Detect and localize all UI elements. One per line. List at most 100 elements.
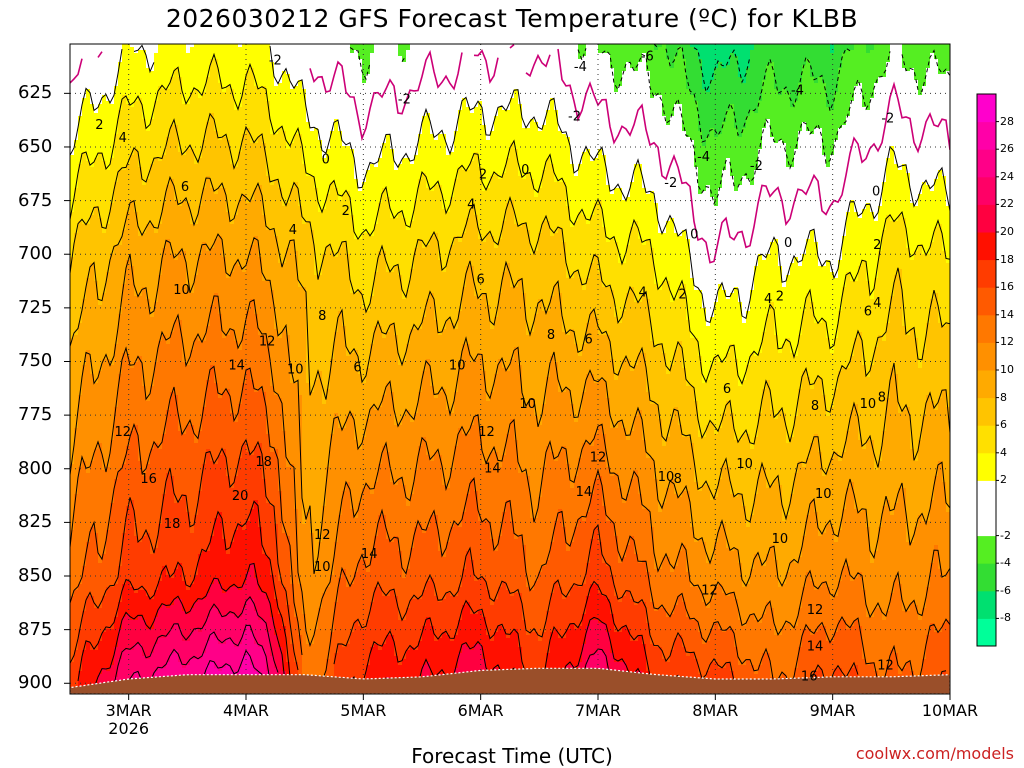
contour-label: 4 xyxy=(467,197,475,212)
temperature-band xyxy=(358,503,363,561)
temperature-band xyxy=(894,374,899,504)
contour-label: 2 xyxy=(95,118,103,133)
temperature-band xyxy=(890,593,895,651)
temperature-band xyxy=(430,293,435,387)
temperature-band xyxy=(350,293,355,354)
temperature-band xyxy=(566,629,571,666)
temperature-band xyxy=(438,44,443,135)
temperature-band xyxy=(922,416,927,522)
temperature-band xyxy=(510,359,515,420)
temperature-band xyxy=(254,392,259,447)
isotherm-line xyxy=(70,44,950,324)
temperature-band xyxy=(114,584,119,618)
temperature-band xyxy=(166,44,171,90)
temperature-band xyxy=(822,581,827,627)
y-tick-label: 625 xyxy=(18,82,53,104)
temperature-band xyxy=(190,149,195,225)
temperature-band xyxy=(914,605,919,690)
temperature-band xyxy=(102,554,107,597)
temperature-band xyxy=(234,263,239,342)
temperature-band xyxy=(930,299,935,402)
temperature-band xyxy=(742,83,747,129)
temperature-band xyxy=(486,140,491,189)
temperature-band xyxy=(258,44,263,90)
temperature-band xyxy=(598,335,603,381)
temperature-band xyxy=(614,44,619,93)
temperature-band xyxy=(578,458,583,519)
temperature-band xyxy=(74,44,79,141)
temperature-band xyxy=(266,632,271,672)
temperature-band xyxy=(614,380,619,429)
temperature-band xyxy=(546,221,551,312)
temperature-band xyxy=(114,86,119,135)
temperature-band xyxy=(146,401,151,465)
temperature-band xyxy=(530,119,535,180)
x-tick-label: 9MAR xyxy=(809,701,856,720)
temperature-band xyxy=(154,101,159,159)
temperature-band xyxy=(590,44,595,162)
contour-label: 0 xyxy=(872,185,880,200)
temperature-band xyxy=(138,236,143,297)
temperature-band xyxy=(562,392,567,447)
temperature-band xyxy=(610,239,615,291)
temperature-band xyxy=(738,563,743,621)
temperature-band xyxy=(266,44,271,102)
contour-label: -6 xyxy=(641,49,654,64)
temperature-band xyxy=(590,374,595,447)
temperature-band xyxy=(870,365,875,441)
temperature-band xyxy=(942,44,947,75)
temperature-band xyxy=(354,518,359,573)
temperature-band xyxy=(854,44,859,87)
temperature-band xyxy=(662,608,667,660)
temperature-band xyxy=(458,527,463,588)
temperature-band xyxy=(638,164,643,240)
temperature-band xyxy=(434,641,439,678)
temperature-band xyxy=(534,251,539,315)
temperature-band xyxy=(554,284,559,363)
temperature-band xyxy=(146,179,151,225)
temperature-band xyxy=(342,146,347,195)
temperature-band xyxy=(730,44,735,54)
temperature-band xyxy=(406,50,411,159)
temperature-band xyxy=(790,437,795,495)
temperature-band xyxy=(810,581,815,636)
colorbar-tick-label: -8 xyxy=(1000,611,1011,625)
temperature-band xyxy=(746,620,751,660)
temperature-band xyxy=(438,392,443,456)
temperature-band xyxy=(590,263,595,312)
temperature-band xyxy=(834,44,839,93)
temperature-band xyxy=(198,98,203,159)
colorbar-tick-label: 2 xyxy=(1000,473,1007,487)
temperature-band xyxy=(846,488,851,567)
temperature-band xyxy=(138,296,143,357)
temperature-band xyxy=(346,254,351,357)
temperature-band xyxy=(602,653,607,684)
temperature-band xyxy=(830,110,835,156)
temperature-band xyxy=(266,503,271,558)
temperature-band xyxy=(222,44,227,93)
temperature-band xyxy=(170,476,175,579)
temperature-band xyxy=(682,602,687,648)
temperature-band xyxy=(230,89,235,165)
temperature-band xyxy=(810,500,815,582)
temperature-band xyxy=(934,59,939,180)
temperature-band xyxy=(814,83,819,129)
temperature-band xyxy=(250,44,255,69)
temperature-band xyxy=(926,395,931,522)
temperature-band xyxy=(86,161,91,225)
temperature-band xyxy=(462,605,467,645)
temperature-band xyxy=(278,491,283,582)
temperature-band xyxy=(374,326,379,411)
temperature-band xyxy=(770,608,775,678)
temperature-band xyxy=(386,272,391,333)
temperature-band xyxy=(514,347,519,441)
isotherm-line xyxy=(93,562,643,692)
temperature-band xyxy=(702,542,707,603)
temperature-band xyxy=(834,92,839,141)
temperature-band xyxy=(646,299,651,393)
temperature-band xyxy=(626,359,631,441)
temperature-band xyxy=(142,656,147,690)
temperature-band xyxy=(522,473,527,546)
temperature-band xyxy=(186,425,191,513)
colorbar-segment xyxy=(977,508,996,537)
